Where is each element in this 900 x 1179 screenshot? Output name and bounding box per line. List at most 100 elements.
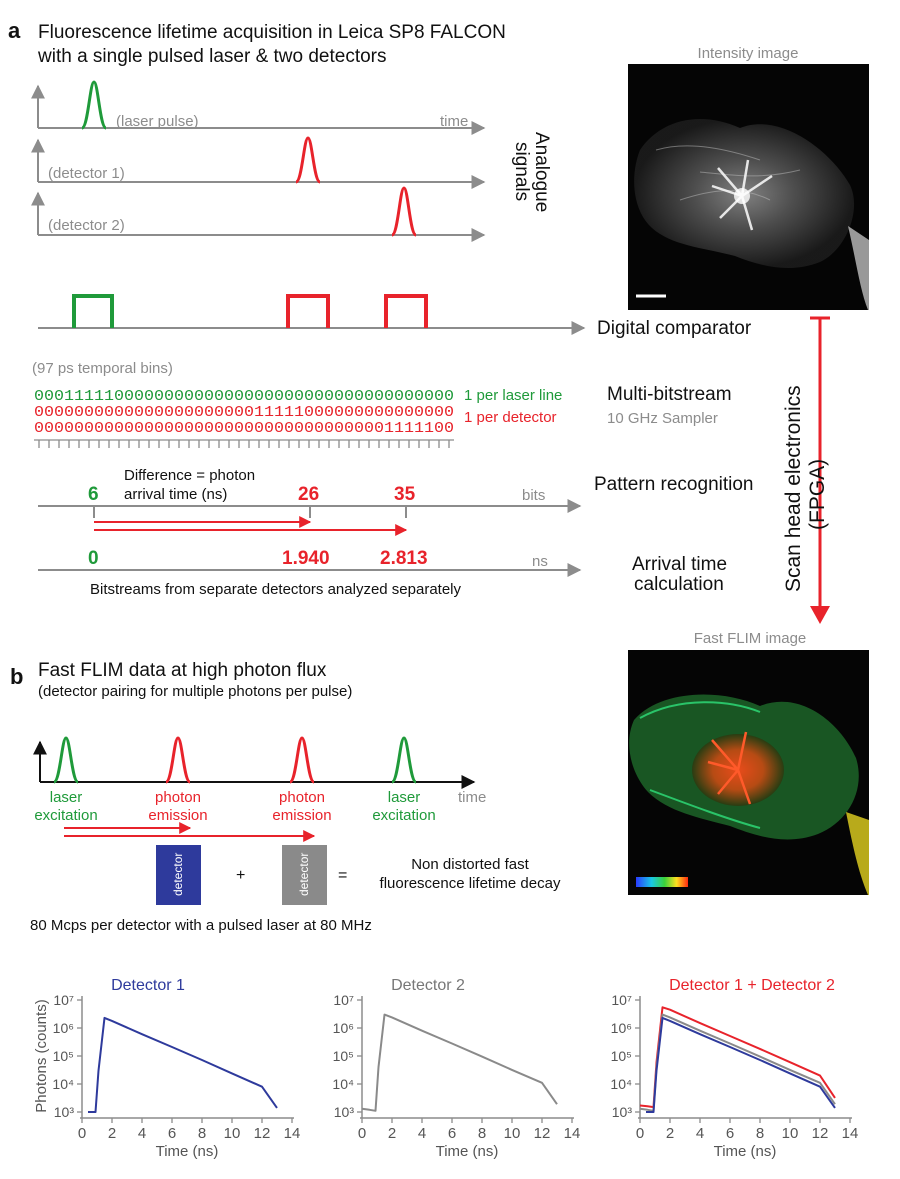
chart-title: Detector 1 + Detector 2 bbox=[669, 977, 835, 994]
ns-value-1940: 1.940 bbox=[282, 548, 330, 569]
laser-excitation-1-line1: laser bbox=[50, 789, 83, 806]
x-tick-label: 8 bbox=[198, 1125, 206, 1142]
x-tick-label: 6 bbox=[448, 1125, 456, 1142]
detector1-peak bbox=[294, 136, 322, 184]
x-tick-label: 10 bbox=[782, 1125, 799, 1142]
series-line-1 bbox=[361, 1013, 558, 1112]
ns-value-0: 0 bbox=[88, 548, 99, 569]
arrival-time-label-line1: Arrival time bbox=[632, 554, 727, 575]
plus-sign: + bbox=[236, 867, 245, 884]
photon-peak-1 bbox=[164, 736, 192, 784]
multi-bitstream-label: Multi-bitstream bbox=[607, 384, 732, 405]
x-tick-label: 6 bbox=[726, 1125, 734, 1142]
x-tick-label: 10 bbox=[224, 1125, 241, 1142]
difference-line1: Difference = photon bbox=[124, 467, 255, 484]
detector1-label: (detector 1) bbox=[48, 165, 125, 182]
digital-pulse-green bbox=[72, 294, 114, 328]
time-axis-label: time bbox=[440, 113, 468, 130]
analogue-signals-label: Analogue signals bbox=[511, 132, 552, 212]
y-tick-label: 10⁷ bbox=[333, 992, 354, 1008]
laser-peak-2 bbox=[390, 736, 418, 784]
x-tick-label: 4 bbox=[696, 1125, 704, 1142]
panel-a-title-line1: Fluorescence lifetime acquisition in Lei… bbox=[38, 22, 506, 43]
laser-peak-1 bbox=[52, 736, 80, 784]
fast-flim-image-label: Fast FLIM image bbox=[694, 630, 807, 647]
series-line-3 bbox=[646, 1016, 836, 1113]
intensity-image bbox=[628, 64, 869, 310]
photon-emission-2-line1: photon bbox=[279, 789, 325, 806]
series-line-1 bbox=[639, 1006, 836, 1109]
detector-1-box: detector bbox=[156, 845, 201, 905]
equals-sign: = bbox=[338, 867, 347, 884]
bit-value-35: 35 bbox=[394, 484, 416, 505]
x-tick-label: 12 bbox=[534, 1125, 551, 1142]
panel-b-letter: b bbox=[10, 664, 23, 689]
decay-chart-1: 0 2 4 6 8 10 12 14 10³ 10⁴ 10⁵ 10⁶ 10⁷ Detector 1 Time… bbox=[33, 977, 300, 1160]
separate-detectors-note: Bitstreams from separate detectors analy… bbox=[90, 581, 462, 598]
sampler-label: 10 GHz Sampler bbox=[607, 410, 718, 427]
arrival-difference-arrows bbox=[94, 516, 408, 536]
svg-text:Analogue: Analogue bbox=[531, 132, 552, 212]
bit-value-26: 26 bbox=[298, 484, 319, 505]
x-axis-label: Time (ns) bbox=[714, 1143, 777, 1160]
x-tick-label: 14 bbox=[284, 1125, 301, 1142]
y-tick-label: 10⁶ bbox=[333, 1020, 354, 1036]
x-tick-label: 14 bbox=[564, 1125, 581, 1142]
svg-text:(FPGA): (FPGA) bbox=[806, 459, 829, 530]
y-axis-label: Photons (counts) bbox=[33, 999, 50, 1112]
y-tick-label: 10³ bbox=[54, 1104, 75, 1120]
x-tick-label: 2 bbox=[108, 1125, 116, 1142]
bitstream-red-1: 0000000000000000000000111110000000000000… bbox=[34, 405, 454, 421]
x-tick-label: 6 bbox=[168, 1125, 176, 1142]
y-tick-label: 10³ bbox=[334, 1104, 355, 1120]
laser-excitation-1-line2: excitation bbox=[34, 807, 97, 824]
result-line2: fluorescence lifetime decay bbox=[380, 875, 561, 892]
x-axis-label: Time (ns) bbox=[436, 1143, 499, 1160]
difference-line2: arrival time (ns) bbox=[124, 486, 227, 503]
per-detector-label: 1 per detector bbox=[464, 409, 557, 426]
detector2-label: (detector 2) bbox=[48, 217, 125, 234]
photon-emission-2-line2: emission bbox=[272, 807, 331, 824]
x-tick-label: 4 bbox=[138, 1125, 146, 1142]
bitstream-green: 0001111100000000000000000000000000000000… bbox=[34, 389, 454, 405]
laser-excitation-2-line2: excitation bbox=[372, 807, 435, 824]
ns-axis-label: ns bbox=[532, 553, 548, 570]
digital-pulse-red-1 bbox=[286, 294, 330, 328]
svg-text:Scan head electronics: Scan head electronics bbox=[782, 385, 805, 592]
y-tick-label: 10⁵ bbox=[333, 1048, 354, 1064]
temporal-bins-label: (97 ps temporal bins) bbox=[32, 360, 173, 377]
x-tick-label: 8 bbox=[756, 1125, 764, 1142]
svg-text:detector: detector bbox=[297, 853, 311, 896]
y-tick-label: 10⁶ bbox=[53, 1020, 74, 1036]
analogue-axes bbox=[31, 84, 486, 242]
y-tick-label: 10⁷ bbox=[611, 992, 632, 1008]
x-tick-label: 12 bbox=[254, 1125, 271, 1142]
panel-b-subtitle: (detector pairing for multiple photons p… bbox=[38, 683, 352, 700]
pairing-arrows bbox=[64, 822, 316, 842]
detector-2-box: detector bbox=[282, 845, 327, 905]
ns-value-2813: 2.813 bbox=[380, 548, 428, 569]
laser-excitation-2-line1: laser bbox=[388, 789, 421, 806]
series-line-1 bbox=[88, 1016, 278, 1113]
y-tick-label: 10⁴ bbox=[52, 1076, 74, 1092]
chart-title: Detector 2 bbox=[391, 977, 465, 994]
intensity-image-label: Intensity image bbox=[698, 45, 799, 62]
result-line1: Non distorted fast bbox=[411, 856, 529, 873]
decay-charts: 0 2 4 6 8 10 12 14 10³ 10⁴ 10⁵ 10⁶ 10⁷ Detector 1 Time… bbox=[33, 977, 858, 1160]
series-line-2 bbox=[639, 1013, 836, 1112]
per-laser-line-label: 1 per laser line bbox=[464, 387, 562, 404]
svg-text:detector: detector bbox=[171, 853, 185, 896]
x-tick-label: 2 bbox=[388, 1125, 396, 1142]
panel-a-letter: a bbox=[8, 18, 21, 43]
fast-flim-image bbox=[628, 650, 869, 895]
bit-tick-ruler bbox=[34, 439, 454, 448]
decay-chart-3: 0 2 4 6 8 10 12 14 10³ 10⁴ 10⁵ 10⁶ 10⁷ Detector 1 + D… bbox=[610, 977, 858, 1160]
x-tick-label: 10 bbox=[504, 1125, 521, 1142]
bits-axis-label: bits bbox=[522, 487, 545, 504]
photon-peak-2 bbox=[288, 736, 316, 784]
digital-pulse-red-2 bbox=[384, 294, 428, 328]
arrival-time-label-line2: calculation bbox=[634, 574, 724, 595]
y-tick-label: 10³ bbox=[612, 1104, 633, 1120]
chart-title: Detector 1 bbox=[111, 977, 185, 994]
digital-comparator-label: Digital comparator bbox=[597, 318, 752, 339]
